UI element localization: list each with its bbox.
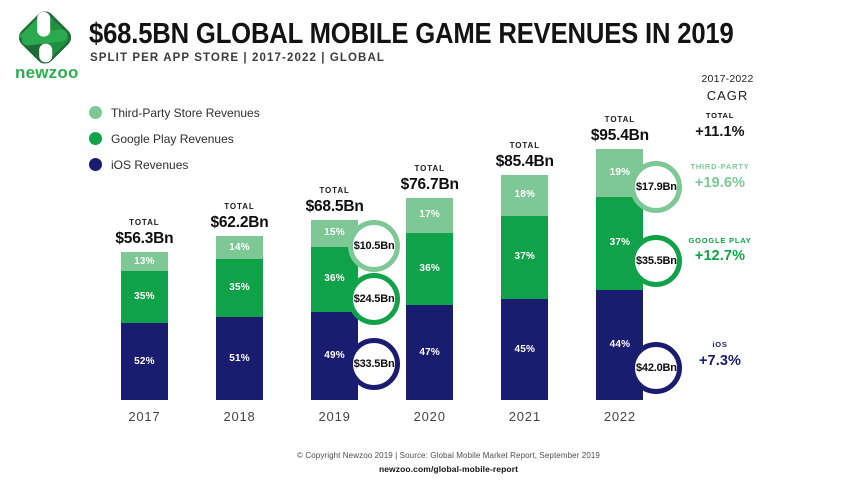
total-word: TOTAL: [224, 202, 255, 212]
footer-copyright: © Copyright Newzoo 2019 | Source: Global…: [297, 451, 600, 460]
total-value: $76.7Bn: [400, 176, 459, 194]
pct-label-third_party-2020: 17%: [419, 209, 440, 221]
total-value: $62.2Bn: [210, 214, 269, 232]
callout-third_party-2022: $17.9Bn: [630, 161, 683, 213]
legend-item-google_play: Google Play Revenues: [89, 132, 234, 146]
callout-ios-2022: $42.0Bn: [630, 341, 683, 394]
bar-segment-ios-2021: [501, 299, 549, 401]
pct-label-ios-2021: 45%: [514, 343, 536, 355]
total-label-2018: TOTAL $62.2Bn: [195, 203, 285, 231]
cagr-row-total: TOTAL +11.1%: [675, 112, 765, 139]
pct-label-google_play-2017: 35%: [134, 291, 155, 303]
bar-segment-ios-2017: [120, 323, 168, 401]
total-word: TOTAL: [129, 217, 160, 227]
pct-label-ios-2022: 44%: [609, 339, 631, 351]
total-label-2019: TOTAL $68.5Bn: [290, 185, 380, 215]
callout-ios-2019: $33.5Bn: [348, 338, 401, 390]
total-word: TOTAL: [509, 141, 540, 151]
newzoo-logo-icon: [18, 10, 72, 65]
bar-segment-google_play-2018: [216, 259, 263, 317]
pct-label-third_party-2019: 15%: [324, 227, 345, 239]
year-label-2018: 2018: [223, 409, 256, 424]
footer-link[interactable]: newzoo.com/global-mobile-report: [378, 464, 519, 474]
legend-dot-third_party: [89, 106, 102, 119]
pct-label-google_play-2019: 36%: [324, 273, 345, 285]
cagr-row-value: +12.7%: [694, 248, 746, 264]
total-word: TOTAL: [604, 114, 636, 124]
legend-label: iOS Revenues: [111, 157, 189, 172]
cagr-word: CAGR: [706, 87, 749, 103]
bar-segment-third_party-2020: [406, 198, 454, 233]
bar-segment-ios-2018: [216, 316, 263, 401]
total-label-2020: TOTAL $76.7Bn: [385, 165, 475, 193]
cagr-row-value: +7.3%: [698, 352, 742, 369]
year-label-2020: 2020: [413, 409, 446, 424]
legend-item-third_party: Third-Party Store Revenues: [89, 106, 260, 120]
legend-dot-ios: [89, 158, 102, 171]
legend-dot-google_play: [89, 132, 102, 145]
callout-google_play-2019: $24.5Bn: [348, 272, 401, 325]
pct-label-google_play-2018: 35%: [229, 282, 250, 294]
cagr-row-third_party: THIRD-PARTY +19.6%: [675, 163, 765, 190]
pct-label-third_party-2022: 19%: [609, 166, 631, 178]
cagr-heading: 2017-2022 CAGR: [690, 74, 765, 102]
cagr-row-value: +19.6%: [694, 174, 746, 191]
total-value: $56.3Bn: [115, 229, 174, 247]
cagr-row-google_play: GOOGLE PLAY +12.7%: [675, 235, 765, 264]
callout-google_play-2022: $35.5Bn: [630, 234, 683, 287]
cagr-row-ios: iOS +7.3%: [675, 341, 765, 368]
bar-segment-third_party-2018: [216, 236, 263, 260]
pct-label-ios-2017: 52%: [134, 355, 155, 367]
pct-label-google_play-2022: 37%: [609, 237, 631, 249]
cagr-row-label: TOTAL: [705, 111, 735, 120]
pct-label-google_play-2021: 37%: [514, 251, 536, 263]
pct-label-google_play-2020: 36%: [419, 262, 440, 274]
newzoo-wordmark: newzoo: [15, 63, 79, 82]
year-label-2019: 2019: [318, 409, 351, 424]
legend-label: Third-Party Store Revenues: [111, 105, 260, 120]
cagr-row-value: +11.1%: [695, 123, 745, 140]
bar-segment-google_play-2020: [406, 232, 454, 306]
pct-label-ios-2019: 49%: [324, 350, 345, 362]
bar-segment-third_party-2021: [501, 175, 549, 216]
legend-item-ios: iOS Revenues: [89, 158, 188, 172]
total-value: $85.4Bn: [495, 153, 554, 171]
pct-label-third_party-2018: 14%: [229, 241, 250, 253]
page-subtitle: SPLIT PER APP STORE | 2017-2022 | GLOBAL: [90, 52, 385, 64]
footer: © Copyright Newzoo 2019 | Source: Global…: [121, 452, 776, 474]
bar-segment-third_party-2017: [120, 251, 168, 272]
cagr-period: 2017-2022: [701, 73, 754, 85]
pct-label-ios-2020: 47%: [419, 346, 440, 358]
callout-third_party-2019: $10.5Bn: [348, 220, 401, 272]
bar-segment-google_play-2017: [120, 271, 168, 324]
cagr-row-label: GOOGLE PLAY: [688, 235, 752, 245]
total-label-2022: TOTAL $95.4Bn: [575, 114, 665, 144]
pct-label-third_party-2017: 13%: [134, 255, 155, 267]
total-word: TOTAL: [319, 185, 350, 195]
total-label-2021: TOTAL $85.4Bn: [480, 142, 570, 170]
year-label-2017: 2017: [128, 409, 161, 424]
legend-label: Google Play Revenues: [111, 131, 234, 146]
page-title: $68.5BN GLOBAL MOBILE GAME REVENUES IN 2…: [89, 18, 734, 50]
bar-segment-google_play-2021: [501, 215, 549, 300]
total-value: $95.4Bn: [590, 126, 649, 144]
total-label-2017: TOTAL $56.3Bn: [99, 217, 189, 247]
bar-segment-ios-2020: [406, 305, 454, 401]
cagr-row-label: iOS: [712, 340, 728, 349]
year-label-2021: 2021: [508, 409, 541, 424]
pct-label-third_party-2021: 18%: [514, 189, 536, 201]
total-value: $68.5Bn: [305, 197, 364, 215]
pct-label-ios-2018: 51%: [229, 352, 250, 364]
year-label-2022: 2022: [603, 409, 636, 424]
total-word: TOTAL: [414, 164, 445, 174]
cagr-row-label: THIRD-PARTY: [690, 162, 750, 171]
